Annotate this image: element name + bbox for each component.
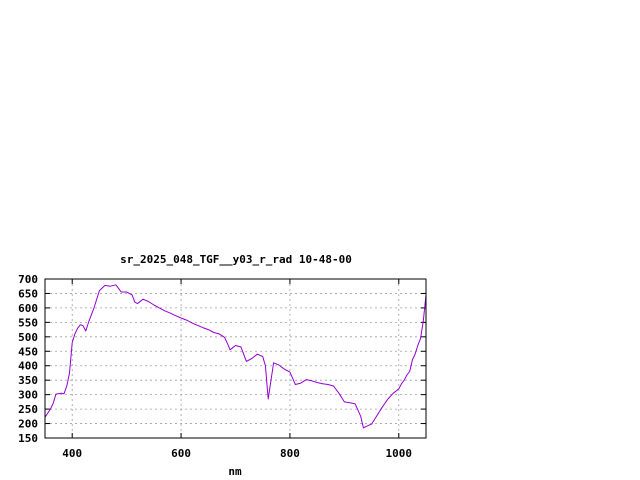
y-tick-label: 550 [18,316,38,329]
y-tick-label: 250 [18,403,38,416]
x-axis-ticks: 400 600 800 1000 [62,279,412,460]
x-axis-label: nm [228,465,242,478]
x-tick-label: 800 [280,447,300,460]
y-tick-label: 150 [18,432,38,445]
y-tick-label: 700 [18,273,38,286]
y-tick-label: 600 [18,302,38,315]
y-tick-label: 450 [18,345,38,358]
y-tick-label: 300 [18,389,38,402]
y-tick-label: 500 [18,331,38,344]
x-tick-label: 600 [171,447,191,460]
y-tick-label: 200 [18,418,38,431]
x-tick-label: 400 [62,447,82,460]
y-tick-label: 650 [18,287,38,300]
grid [45,279,426,438]
plot-frame [44,278,427,439]
x-tick-label: 1000 [386,447,413,460]
series-line [44,284,427,429]
y-tick-label: 350 [18,374,38,387]
chart-title: sr_2025_048_TGF__y03_r_rad 10-48-00 [120,253,352,266]
y-tick-label: 400 [18,360,38,373]
